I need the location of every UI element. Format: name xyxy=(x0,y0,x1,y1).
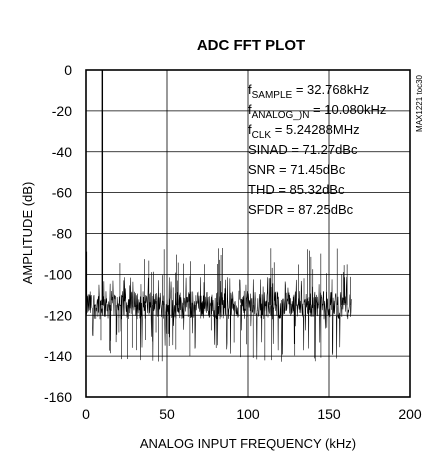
x-tick-label: 100 xyxy=(236,406,260,422)
x-axis-label: ANALOG INPUT FREQUENCY (kHz) xyxy=(140,436,356,451)
grid-lines xyxy=(86,70,410,397)
y-tick-label: 0 xyxy=(64,62,72,78)
y-axis-label: AMPLITUDE (dB) xyxy=(20,182,35,285)
y-tick-label: -120 xyxy=(44,307,72,323)
x-tick-label: 200 xyxy=(398,406,422,422)
y-tick-label: -140 xyxy=(44,348,72,364)
fft-noise-trace xyxy=(85,276,352,362)
y-tick-label: -80 xyxy=(52,226,72,242)
x-tick-labels: 0 50 100 150 200 xyxy=(82,406,422,422)
y-tick-label: -160 xyxy=(44,389,72,405)
y-tick-label: -40 xyxy=(52,144,72,160)
figure-id: MAX1221 toc30 xyxy=(415,74,424,131)
x-tick-label: 50 xyxy=(159,406,175,422)
y-tick-labels: 0 -20 -40 -60 -80 -100 -120 -140 -160 xyxy=(44,62,72,405)
y-tick-label: -20 xyxy=(52,103,72,119)
annotation-line: SINAD = 71.27dBc xyxy=(248,142,358,157)
x-tick-label: 150 xyxy=(317,406,341,422)
annotation-line: fANALOG_)N = 10.080kHz xyxy=(248,102,386,121)
chart-title: ADC FFT PLOT xyxy=(197,37,305,54)
x-tick-label: 0 xyxy=(82,406,90,422)
annotation-line: THD = 85.32dBc xyxy=(248,182,345,197)
y-tick-label: -100 xyxy=(44,266,72,282)
annotation-line: SFDR = 87.25dBc xyxy=(248,202,354,217)
annotation-line: fSAMPLE = 32.768kHz xyxy=(248,82,369,101)
y-tick-label: -60 xyxy=(52,185,72,201)
fft-spurs xyxy=(86,247,351,362)
annotation-line: fCLK = 5.24288MHz xyxy=(248,122,360,141)
annotation-line: SNR = 71.45dBc xyxy=(248,162,346,177)
